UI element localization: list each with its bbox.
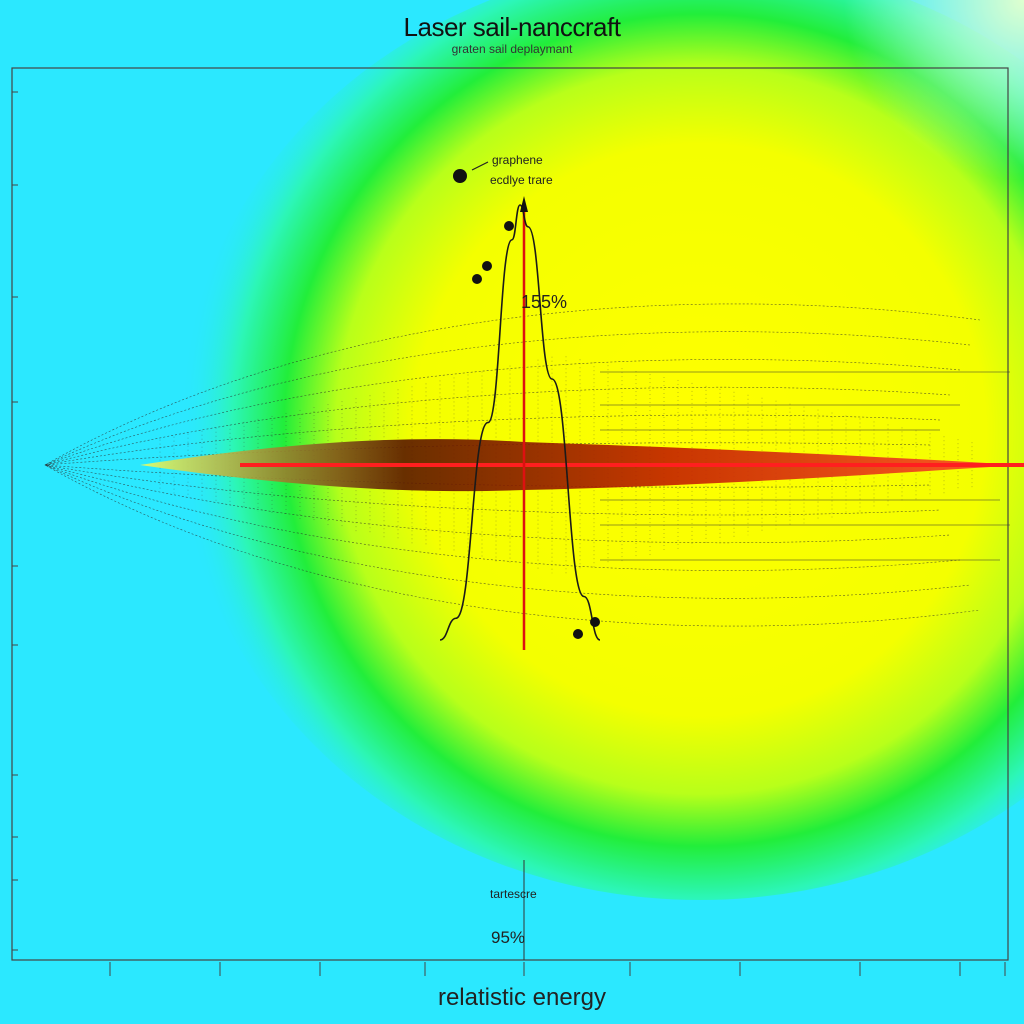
mesh-contour [43,386,951,544]
peak-marker [520,196,528,212]
annotation-graphene: graphene [492,153,543,167]
mesh-contour [44,359,961,571]
series-line [439,204,601,641]
chart-title: Laser sail-nanccraft [403,12,621,42]
annotation-base-percent: 95% [491,928,526,947]
annotation-leader [471,161,489,171]
x-axis-label: relatistic energy [437,984,607,1011]
annotation-peak-percent: 155% [521,292,568,312]
annotation-trace: ecdlye trare [490,173,553,187]
annotation-base: tartescre [490,887,537,901]
series-marker [573,629,583,639]
y-axis-ticks [12,91,18,951]
series-marker [590,617,600,627]
chart-subtitle: graten sail deplaymant [451,42,573,56]
mesh-contour [44,303,981,627]
x-axis-ticks [109,962,1006,976]
plot-frame [11,67,1009,961]
series-marker [472,274,482,284]
series-marker [504,221,514,231]
series-marker [482,261,492,271]
series-marker [453,169,467,183]
series-markers [453,169,600,639]
